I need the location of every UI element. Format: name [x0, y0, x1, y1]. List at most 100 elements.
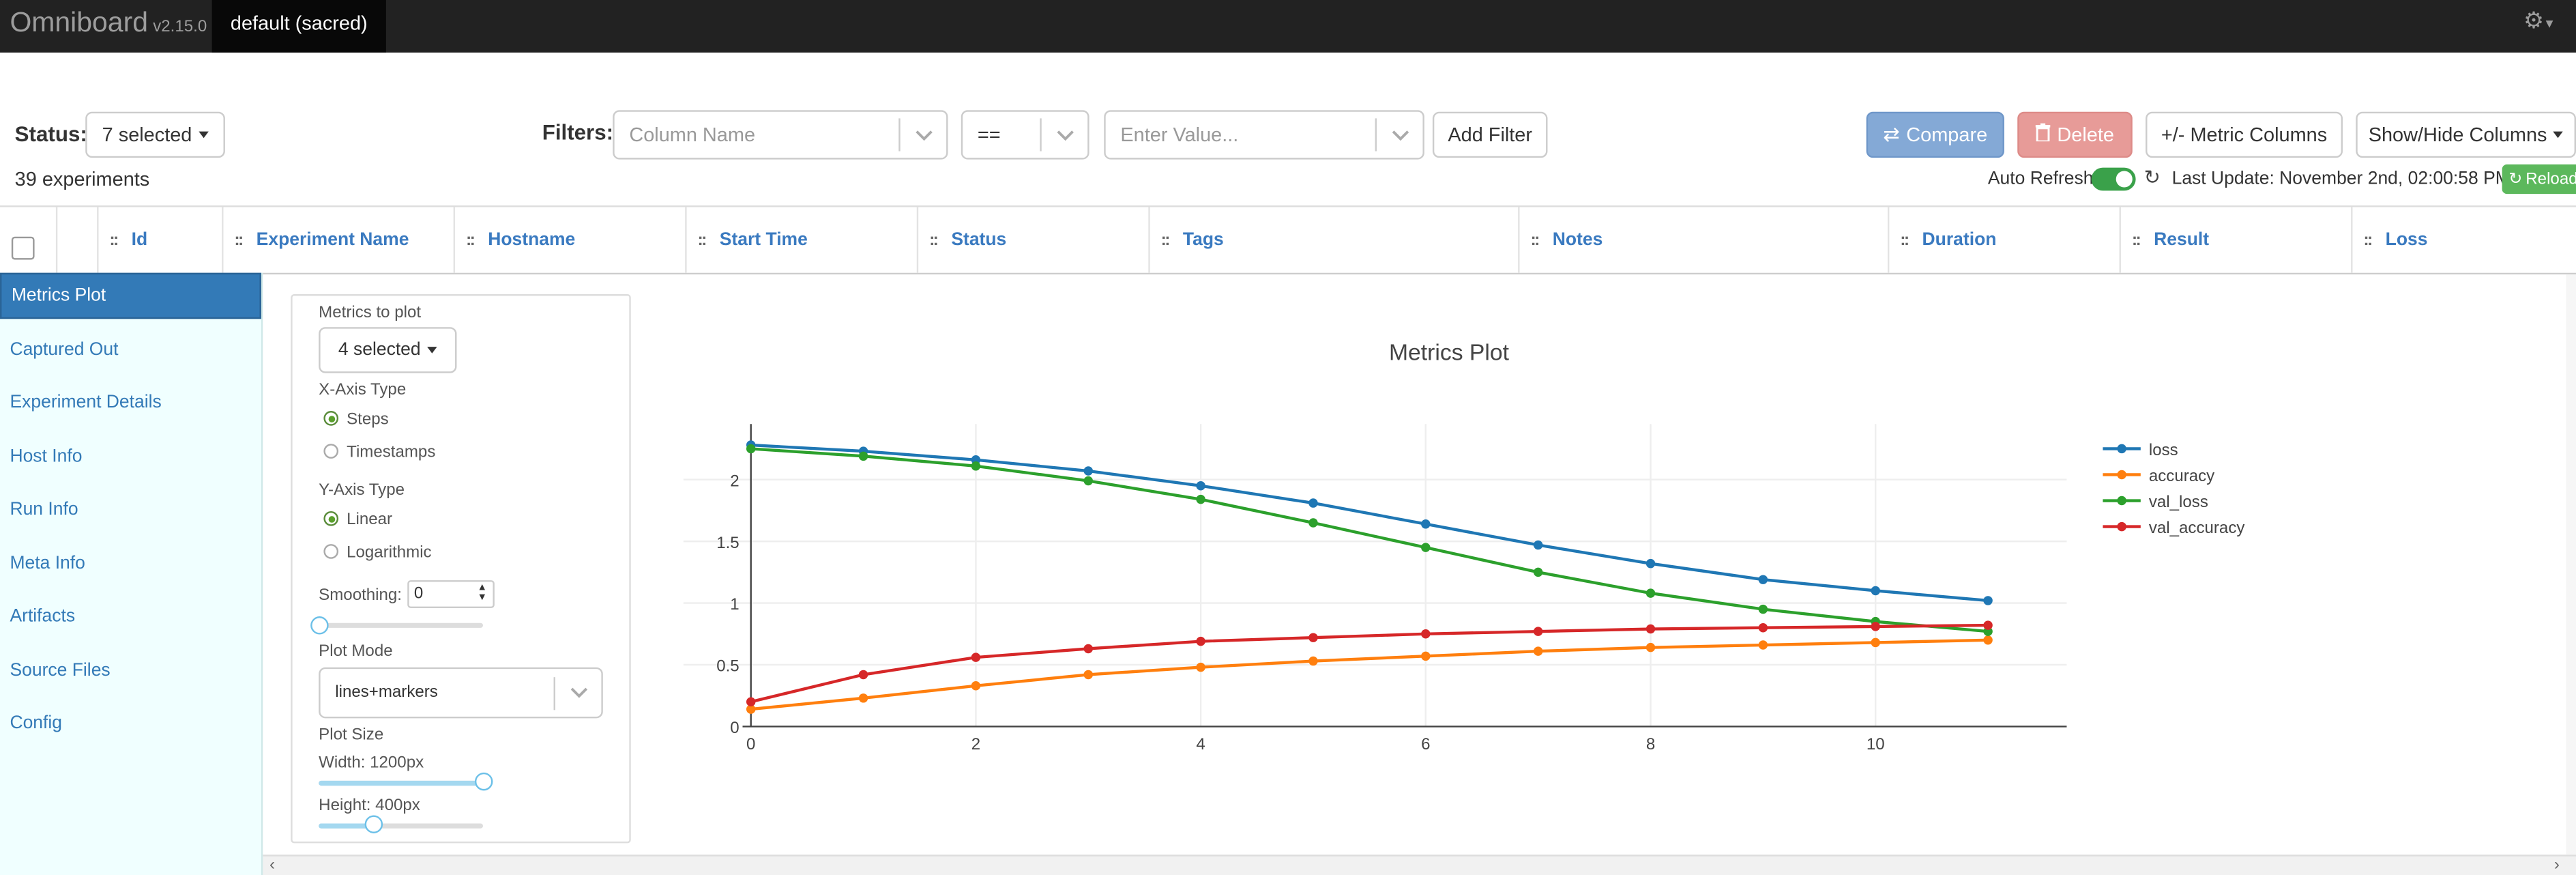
sidebar-item-captured-out[interactable]: Captured Out [10, 340, 119, 360]
data-point-loss[interactable] [1083, 466, 1094, 476]
stepper-arrows-icon[interactable]: ▲ ▼ [477, 583, 487, 603]
smoothing-slider-handle[interactable] [310, 616, 329, 635]
vertical-scrollbar[interactable] [2566, 274, 2576, 855]
data-point-val_accuracy[interactable] [1533, 627, 1543, 636]
x-axis-timestamps-radio[interactable] [323, 444, 339, 459]
width-slider-handle[interactable] [474, 772, 493, 791]
db-tab[interactable]: default (sacred) [211, 0, 386, 53]
drag-handle-icon[interactable]: :: [929, 231, 939, 249]
drag-handle-icon[interactable]: :: [234, 231, 244, 249]
data-point-val_accuracy[interactable] [1083, 644, 1094, 654]
compare-button[interactable]: ⇄ Compare [1866, 111, 2004, 158]
legend-label-loss[interactable]: loss [2149, 441, 2178, 459]
drag-handle-icon[interactable]: :: [2131, 231, 2141, 249]
data-point-loss[interactable] [1196, 480, 1205, 491]
data-point-val_loss[interactable] [1758, 604, 1768, 614]
data-point-accuracy[interactable] [858, 693, 868, 703]
data-point-accuracy[interactable] [1196, 662, 1205, 672]
brand[interactable]: Omniboard v2.15.0 [10, 7, 207, 40]
sidebar-item-experiment-details[interactable]: Experiment Details [10, 392, 162, 413]
data-point-val_loss[interactable] [1533, 567, 1543, 577]
legend-label-accuracy[interactable]: accuracy [2149, 467, 2214, 485]
data-point-accuracy[interactable] [1758, 640, 1768, 650]
operator-select[interactable]: == [961, 110, 1089, 160]
drag-handle-icon[interactable]: :: [109, 231, 119, 249]
data-point-accuracy[interactable] [1421, 651, 1431, 661]
data-point-val_loss[interactable] [1645, 588, 1656, 598]
add-filter-button[interactable]: Add Filter [1432, 111, 1548, 158]
drag-handle-icon[interactable]: :: [466, 231, 475, 249]
data-point-loss[interactable] [1645, 558, 1656, 569]
data-point-val_accuracy[interactable] [1196, 636, 1205, 646]
data-point-val_loss[interactable] [1083, 476, 1094, 486]
data-point-val_accuracy[interactable] [746, 697, 756, 706]
column-header-result[interactable]: :: Result [2119, 207, 2352, 273]
data-point-val_loss[interactable] [971, 461, 981, 471]
data-point-val_accuracy[interactable] [1645, 624, 1656, 634]
column-name-select[interactable]: Column Name [613, 110, 948, 160]
data-point-accuracy[interactable] [1983, 635, 1993, 645]
data-point-val_accuracy[interactable] [971, 652, 981, 662]
smoothing-input[interactable]: 0 ▲ ▼ [407, 580, 495, 609]
sidebar-item-config[interactable]: Config [10, 713, 63, 734]
sidebar-item-source-files[interactable]: Source Files [10, 661, 111, 680]
column-header-start-time[interactable]: :: Start Time [685, 207, 917, 273]
auto-refresh-toggle[interactable] [2091, 167, 2136, 191]
column-header-duration[interactable]: :: Duration [1887, 207, 2120, 273]
settings-menu[interactable]: ⚙ ▾ [2523, 7, 2553, 35]
data-point-loss[interactable] [1533, 540, 1543, 550]
data-point-val_loss[interactable] [858, 451, 868, 461]
data-point-accuracy[interactable] [1645, 642, 1656, 652]
data-point-loss[interactable] [1308, 498, 1318, 508]
drag-handle-icon[interactable]: :: [1900, 231, 1909, 249]
data-point-val_accuracy[interactable] [1308, 633, 1318, 642]
data-point-loss[interactable] [1758, 575, 1768, 584]
data-point-val_loss[interactable] [1308, 518, 1318, 528]
data-point-val_accuracy[interactable] [858, 670, 868, 680]
filter-value-select[interactable]: Enter Value... [1104, 110, 1424, 160]
data-point-val_accuracy[interactable] [1421, 629, 1431, 639]
data-point-val_accuracy[interactable] [1871, 622, 1880, 631]
drag-handle-icon[interactable]: :: [2363, 231, 2373, 249]
drag-handle-icon[interactable]: :: [1160, 231, 1171, 249]
sidebar-item-host-info[interactable]: Host Info [10, 447, 83, 467]
scroll-right-icon[interactable]: › [2553, 856, 2560, 875]
metric-columns-button[interactable]: +/- Metric Columns [2146, 111, 2343, 158]
delete-button[interactable]: Delete [2017, 111, 2133, 158]
legend-label-val_accuracy[interactable]: val_accuracy [2149, 519, 2245, 537]
data-point-accuracy[interactable] [1871, 637, 1880, 648]
drag-handle-icon[interactable]: :: [1530, 231, 1540, 249]
chart-legend[interactable]: loss accuracy val_loss val_accuracy [2103, 441, 2244, 537]
data-point-val_accuracy[interactable] [1983, 620, 1993, 630]
data-point-accuracy[interactable] [1083, 670, 1094, 680]
data-point-accuracy[interactable] [1533, 646, 1543, 656]
scroll-left-icon[interactable]: ‹ [269, 856, 275, 875]
reload-button[interactable]: ↻ Reload [2502, 164, 2576, 195]
column-header-tags[interactable]: :: Tags [1148, 207, 1518, 273]
sidebar-item-meta-info[interactable]: Meta Info [10, 554, 85, 574]
data-point-loss[interactable] [1983, 596, 1993, 605]
y-axis-logarithmic-radio[interactable] [323, 544, 339, 559]
data-point-accuracy[interactable] [1308, 656, 1318, 666]
y-axis-linear-radio[interactable] [323, 511, 339, 526]
legend-label-val_loss[interactable]: val_loss [2149, 493, 2208, 511]
data-point-accuracy[interactable] [746, 704, 756, 714]
height-slider-track[interactable] [319, 823, 483, 829]
metrics-dropdown[interactable]: 4 selected [319, 327, 457, 373]
sidebar-item-run-info[interactable]: Run Info [10, 500, 78, 519]
data-point-val_loss[interactable] [746, 444, 756, 454]
column-header-loss[interactable]: :: Loss [2351, 207, 2576, 273]
column-header-notes[interactable]: :: Notes [1518, 207, 1888, 273]
column-header-hostname[interactable]: :: Hostname [453, 207, 686, 273]
data-point-val_loss[interactable] [1421, 543, 1431, 552]
sidebar-item-artifacts[interactable]: Artifacts [10, 606, 76, 627]
data-point-val_accuracy[interactable] [1758, 622, 1768, 633]
x-axis-steps-radio[interactable] [323, 411, 339, 426]
data-point-loss[interactable] [1421, 519, 1431, 529]
drag-handle-icon[interactable]: :: [697, 231, 707, 249]
column-header-status[interactable]: :: Status [916, 207, 1149, 273]
select-all-checkbox[interactable] [11, 236, 35, 260]
smoothing-slider-track[interactable] [319, 622, 483, 628]
data-point-loss[interactable] [1871, 586, 1880, 596]
height-slider-handle[interactable] [364, 815, 383, 833]
